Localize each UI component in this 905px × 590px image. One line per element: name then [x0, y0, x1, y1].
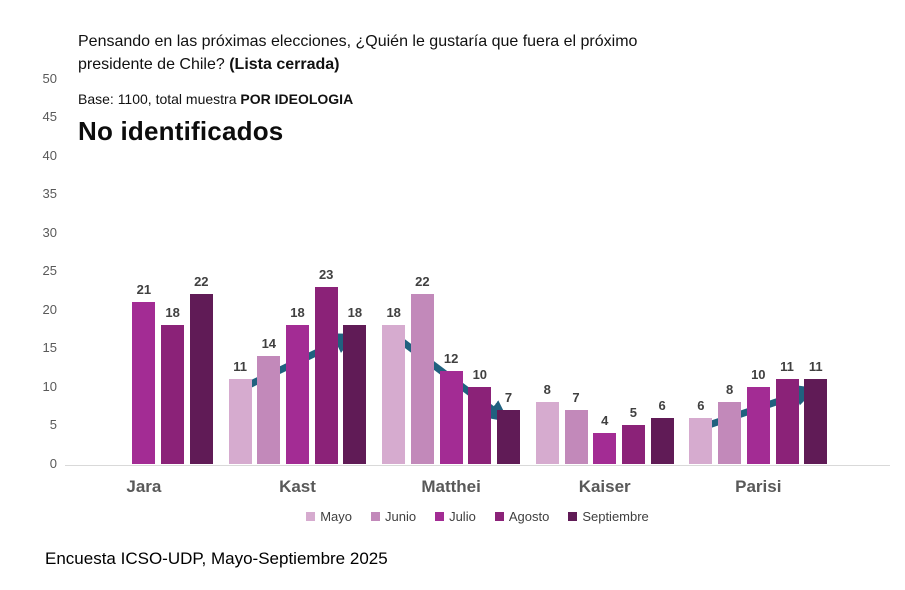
x-axis-line: [65, 465, 890, 466]
bar-value-label: 5: [629, 405, 637, 421]
legend-item: Junio: [371, 509, 416, 524]
bar-value-label: 14: [261, 336, 277, 352]
bar: [343, 325, 367, 464]
question-line2: presidente de Chile?: [78, 56, 230, 73]
bar: [746, 386, 770, 464]
legend-label: Septiembre: [582, 509, 649, 524]
bar: [775, 379, 799, 464]
bar: [564, 410, 588, 464]
y-axis-tick-label: 20: [42, 301, 57, 317]
category-label: Jara: [126, 477, 162, 496]
bar: [382, 325, 406, 464]
bar: [689, 417, 713, 464]
y-axis-tick-label: 10: [42, 378, 57, 394]
base-emphasis: POR IDEOLOGIA: [240, 91, 354, 107]
bar: [161, 325, 185, 464]
category-label: Kast: [279, 477, 316, 496]
legend-label: Agosto: [508, 509, 550, 524]
bar: [228, 379, 252, 464]
survey-question: Pensando en las próximas elecciones, ¿Qu…: [78, 30, 637, 76]
bar-value-label: 18: [165, 305, 180, 321]
bar-value-label: 11: [808, 359, 823, 375]
category-label: Parisi: [735, 477, 782, 496]
legend-label: Mayo: [320, 509, 352, 524]
legend-label: Junio: [385, 509, 417, 524]
y-axis-tick-label: 25: [42, 263, 57, 279]
bar-value-label: 23: [318, 266, 334, 282]
bar-value-label: 12: [443, 351, 459, 367]
bar-value-label: 10: [751, 366, 766, 382]
bar-value-label: 22: [194, 274, 209, 290]
chart-legend: Mayo Junio Julio Agosto Septiembre: [65, 509, 890, 524]
base-prefix: Base: 1100, total muestra: [78, 91, 241, 107]
bar-value-label: 22: [415, 274, 430, 290]
bar-value-label: 4: [601, 413, 609, 429]
y-axis-tick-label: 40: [42, 147, 57, 163]
bar: [650, 417, 674, 464]
legend-swatch: [435, 512, 445, 521]
bar-value-label: 7: [572, 390, 580, 406]
legend-swatch: [494, 512, 504, 521]
legend-label: Julio: [449, 509, 476, 524]
bar-value-label: 10: [472, 366, 488, 382]
bar: [718, 402, 742, 464]
legend-item: Septiembre: [568, 509, 649, 524]
bar-value-label: 21: [136, 282, 152, 298]
y-axis-tick-label: 50: [42, 70, 57, 86]
bar: [314, 286, 338, 464]
question-line1: Pensando en las próximas elecciones, ¿Qu…: [78, 33, 638, 50]
bar-value-label: 8: [543, 382, 551, 398]
bar-value-label: 18: [386, 305, 401, 321]
y-axis-tick-label: 5: [49, 417, 57, 433]
bar: [132, 302, 156, 464]
bar-value-label: 11: [780, 359, 794, 375]
bar: [286, 325, 309, 464]
bar: [621, 425, 645, 464]
bar: [189, 294, 213, 464]
y-axis-tick-label: 35: [42, 186, 57, 202]
question-emphasis: (Lista cerrada): [229, 56, 340, 73]
bar-value-label: 8: [725, 382, 734, 398]
bar: [439, 371, 463, 464]
category-label: Kaiser: [578, 477, 631, 496]
bar-value-label: 7: [504, 390, 513, 406]
legend-item: Agosto: [494, 509, 550, 524]
bar-value-label: 6: [658, 397, 666, 413]
legend-swatch: [306, 512, 316, 521]
y-axis-tick-label: 15: [42, 340, 57, 356]
bar: [593, 433, 617, 464]
legend-swatch: [371, 512, 380, 521]
legend-swatch: [568, 512, 578, 521]
bar: [535, 402, 559, 464]
chart-title: No identificados: [78, 116, 284, 146]
y-axis-tick-label: 30: [42, 224, 57, 240]
bar-value-label: 18: [290, 305, 305, 321]
source-note: Encuesta ICSO-UDP, Mayo-Septiembre 2025: [45, 549, 388, 568]
bar-value-label: 11: [233, 359, 247, 375]
legend-item: Mayo: [306, 509, 352, 524]
bar: [497, 410, 520, 464]
legend-item: Julio: [435, 509, 476, 524]
bar: [804, 379, 828, 464]
sample-base-note: Base: 1100, total muestra POR IDEOLOGIA: [78, 91, 353, 107]
y-axis-tick-label: 45: [42, 109, 57, 125]
bar: [468, 386, 492, 464]
bar: [257, 356, 281, 464]
bar-value-label: 18: [347, 305, 363, 321]
category-label: Matthei: [421, 477, 481, 496]
bar: [410, 294, 434, 464]
y-axis-tick-label: 0: [49, 456, 57, 471]
bar-value-label: 6: [697, 397, 705, 413]
